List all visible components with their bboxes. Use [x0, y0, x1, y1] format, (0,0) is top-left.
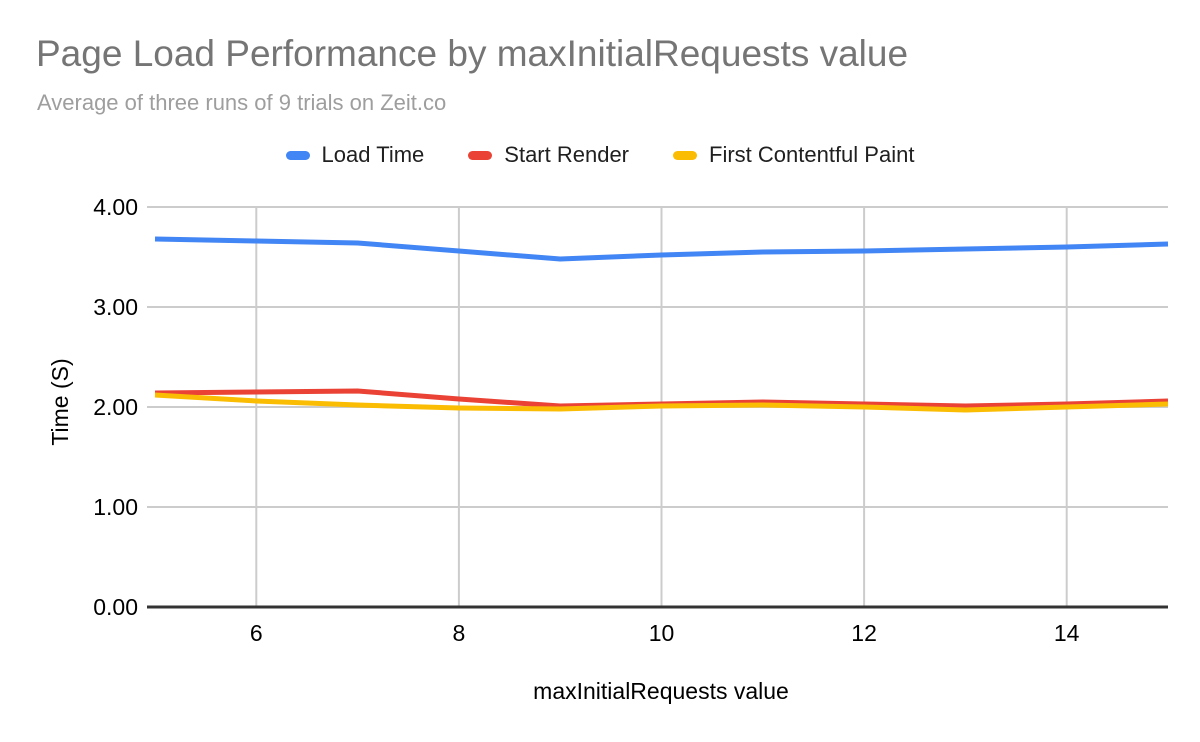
chart-subtitle: Average of three runs of 9 trials on Zei… [37, 90, 447, 115]
y-tick-label: 4.00 [93, 194, 138, 220]
legend-label: First Contentful Paint [709, 142, 915, 167]
y-tick-label: 0.00 [93, 594, 138, 620]
legend-swatch-start-render [468, 150, 493, 160]
series-line-first-contentful-paint [154, 392, 1169, 413]
legend-label: Load Time [321, 142, 425, 167]
y-tick-label: 1.00 [93, 494, 138, 520]
chart-title: Page Load Performance by maxInitialReque… [36, 33, 909, 74]
tick-layer: 6 8 10 12 14 0.00 1.00 2.00 3.00 4.00 [93, 194, 1079, 646]
x-tick-label: 14 [1054, 620, 1080, 646]
legend-label: Start Render [504, 142, 630, 167]
series-layer [154, 236, 1169, 413]
legend-item-load-time: Load Time [285, 142, 425, 168]
legend-item-start-render: Start Render [468, 142, 629, 168]
legend-swatch-first-contentful-paint [673, 150, 698, 160]
x-tick-label: 12 [851, 620, 877, 646]
x-tick-label: 6 [250, 620, 263, 646]
series-line-load-time [154, 236, 1169, 262]
legend: Load Time Start Render First Contentful … [0, 142, 1200, 168]
x-axis-title: maxInitialRequests value [533, 678, 789, 704]
legend-item-first-contentful-paint: First Contentful Paint [673, 142, 914, 168]
y-tick-label: 3.00 [93, 294, 138, 320]
y-tick-label: 2.00 [93, 394, 138, 420]
x-tick-label: 8 [453, 620, 466, 646]
legend-swatch-load-time [285, 150, 310, 160]
y-axis-title: Time (S) [47, 358, 73, 445]
x-tick-label: 10 [649, 620, 675, 646]
